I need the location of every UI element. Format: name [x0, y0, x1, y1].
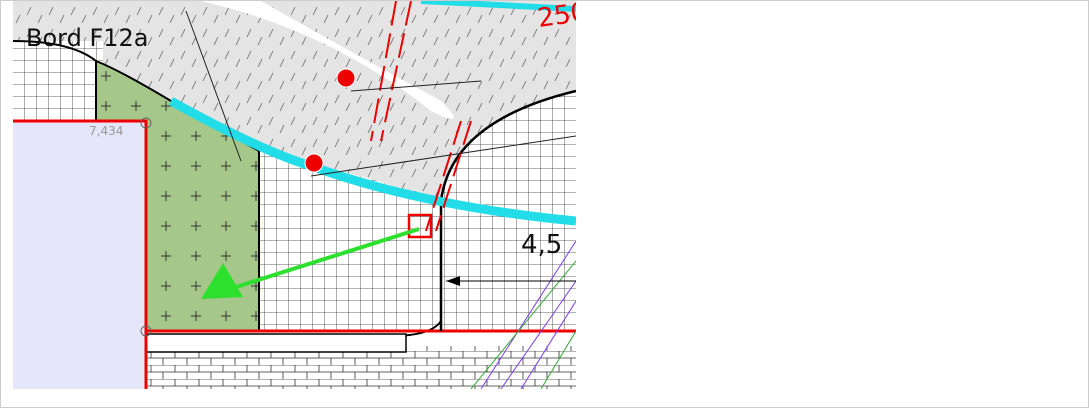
label: 250: [536, 1, 589, 34]
label: 4,5: [521, 230, 562, 260]
grid-zone: [13, 41, 103, 123]
label: 7,434: [89, 124, 123, 138]
arrow-head: [201, 263, 243, 299]
drawing: Bord F12a 4,5 7,434 250: [13, 1, 589, 389]
red-dot: [304, 153, 324, 173]
red-square: [407, 213, 433, 239]
label: Bord F12a: [26, 24, 149, 52]
building: [13, 121, 146, 389]
red-dot: [336, 68, 356, 88]
white-shape: [201, 1, 454, 119]
arrow: [232, 227, 420, 290]
